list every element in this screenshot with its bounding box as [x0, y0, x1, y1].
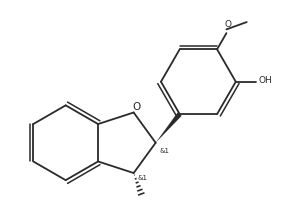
Text: &1: &1: [138, 175, 147, 181]
Polygon shape: [156, 112, 182, 143]
Text: O: O: [225, 20, 232, 29]
Text: O: O: [132, 102, 141, 112]
Text: OH: OH: [258, 76, 272, 85]
Text: &1: &1: [159, 148, 169, 154]
